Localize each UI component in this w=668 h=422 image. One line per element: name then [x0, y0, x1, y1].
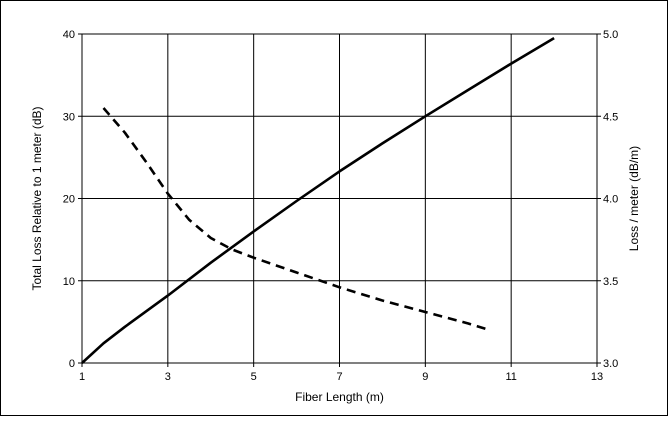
x-tick-label: 3	[165, 371, 171, 383]
y-axis-right-label: Loss / meter (dB/m)	[627, 146, 641, 251]
x-tick-label: 7	[336, 371, 342, 383]
x-tick-label: 5	[251, 371, 257, 383]
series-line-total-loss	[81, 36, 555, 364]
y2-tick-label: 3.5	[603, 276, 618, 288]
y-tick-label: 20	[63, 194, 75, 206]
y2-tick-label: 4.0	[603, 194, 618, 206]
x-tick-label: 11	[505, 371, 516, 383]
grid-lines	[81, 33, 598, 364]
y-tick-label: 40	[63, 29, 75, 41]
y2-tick-label: 4.5	[603, 111, 618, 123]
y-axis-left-label: Total Loss Relative to 1 meter (dB)	[30, 106, 44, 290]
y-axis-left-ticks: 0 10 20 30 40	[63, 29, 82, 370]
series-layer	[81, 36, 555, 364]
x-tick-label: 13	[591, 371, 603, 383]
x-tick-label: 9	[422, 371, 428, 383]
y2-tick-label: 5.0	[603, 29, 618, 41]
y-tick-label: 30	[63, 111, 75, 123]
y-axis-right-ticks: 3.0 3.5 4.0 4.5 5.0	[597, 29, 618, 370]
x-axis-ticks: 1 3 5 7 9 11 13	[79, 363, 603, 383]
y-tick-label: 0	[69, 358, 75, 370]
series-line-loss-per-meter	[102, 107, 491, 332]
x-tick-label: 1	[79, 371, 85, 383]
x-axis-label: Fiber Length (m)	[295, 390, 384, 404]
y-tick-label: 10	[63, 276, 75, 288]
y2-tick-label: 3.0	[603, 358, 618, 370]
